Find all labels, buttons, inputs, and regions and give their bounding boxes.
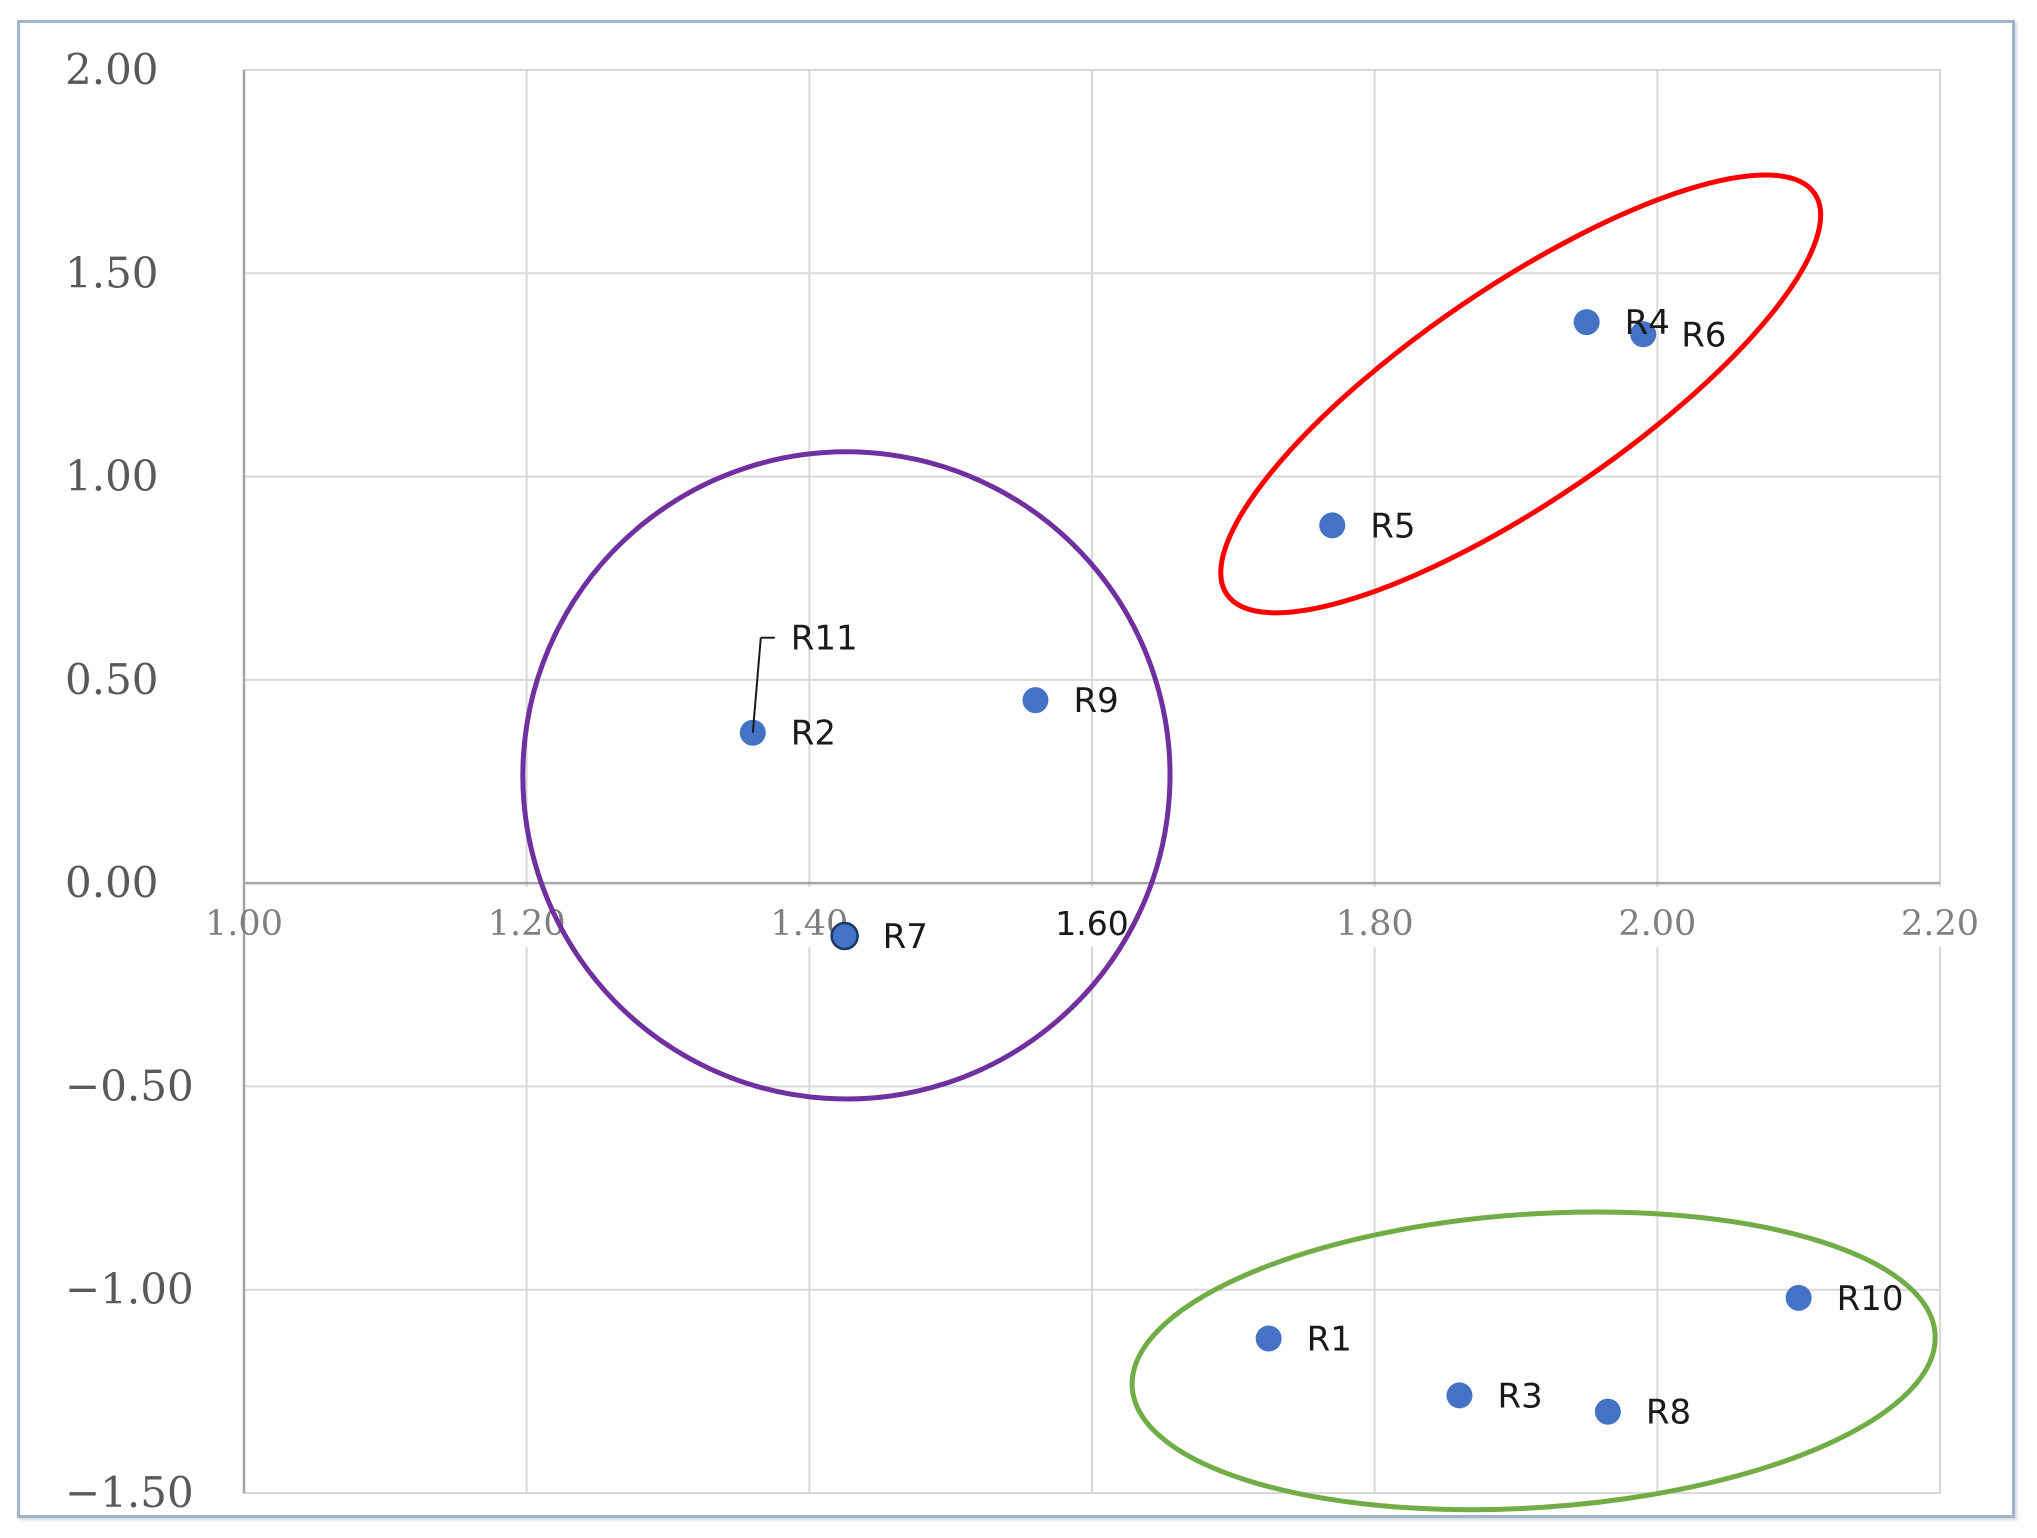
point-R10 [1785, 1284, 1812, 1311]
point-labels: R1 R2 R3 R4 R5 R6 R7 R8 R9 R10 R11 [751, 303, 1904, 1433]
y-tick-label: 1.50 [65, 248, 159, 297]
data-points [739, 309, 1812, 1425]
point-R3 [1446, 1382, 1473, 1409]
point-label-R6: R6 [1681, 315, 1726, 355]
point-R8 [1594, 1398, 1621, 1425]
cluster-ellipse [1218, 172, 1824, 616]
x-tick-label: 1.00 [205, 904, 283, 944]
point-R4 [1573, 309, 1600, 336]
point-label-R3: R3 [1497, 1376, 1542, 1416]
point-label-R9: R9 [1073, 681, 1118, 721]
point-R6 [1630, 321, 1657, 348]
tick-label-gap [234, 887, 1960, 948]
y-tick-label: −0.50 [65, 1061, 194, 1110]
x-tick-label: 1.60 [1055, 904, 1128, 943]
point-R1 [1255, 1325, 1282, 1352]
x-tick-label: 1.80 [1336, 904, 1414, 944]
point-label-R8: R8 [1646, 1393, 1691, 1433]
point-R5 [1319, 512, 1346, 539]
x-tick-label: 2.00 [1618, 904, 1696, 944]
point-label-R2: R2 [791, 714, 836, 754]
point-R7 [830, 921, 859, 951]
point-label-R1: R1 [1307, 1320, 1352, 1360]
scatter-chart: 2.00 1.50 1.00 0.50 0.00 −0.50 −1.00 −1.50 1.00 1… [65, 45, 1979, 1515]
point-label-R5: R5 [1370, 506, 1415, 546]
x-tick-label: 2.20 [1901, 904, 1979, 944]
y-tick-label: 0.00 [65, 858, 159, 907]
cluster-ellipse [1129, 1209, 1938, 1513]
leader-line [751, 637, 762, 733]
clusters [520, 172, 1938, 1513]
point-label-R11: R11 [791, 619, 858, 659]
point-label-R7: R7 [883, 917, 928, 957]
point-R9 [1022, 687, 1049, 714]
y-tick-label: −1.00 [65, 1265, 194, 1314]
point-label-R10: R10 [1837, 1279, 1904, 1319]
y-tick-label: −1.50 [65, 1468, 194, 1515]
point-label-R4: R4 [1625, 303, 1670, 343]
y-tick-label: 2.00 [65, 45, 159, 94]
gridlines [234, 69, 1960, 1494]
y-tick-label: 1.00 [65, 452, 159, 501]
cluster-ellipse [520, 449, 1173, 1102]
y-tick-label: 0.50 [65, 655, 159, 704]
chart-frame: 2.00 1.50 1.00 0.50 0.00 −0.50 −1.00 −1.50 1.00 1… [17, 20, 2015, 1518]
axes: 2.00 1.50 1.00 0.50 0.00 −0.50 −1.00 −1.50 1.00 1… [65, 45, 1979, 1515]
